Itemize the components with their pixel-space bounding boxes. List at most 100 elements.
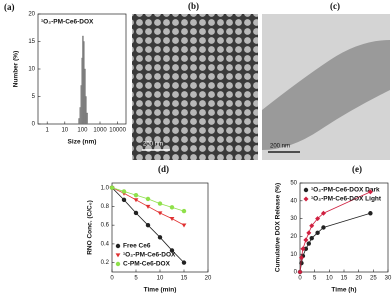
marker bbox=[315, 230, 320, 236]
tem-image bbox=[132, 14, 258, 160]
marker bbox=[181, 223, 187, 228]
marker bbox=[145, 204, 151, 209]
legend-label: C-PM-Ce6-DOX bbox=[123, 261, 171, 268]
x-axis-label: Size (nm) bbox=[68, 139, 97, 146]
panel-label: (e) bbox=[352, 164, 362, 174]
marker bbox=[306, 230, 312, 236]
marker bbox=[309, 235, 314, 241]
chart-line: (d) Time (min) RNO Conc. (C/C₀) 0 5 10 15 20 0.2… bbox=[87, 164, 212, 294]
panel-label: (b) bbox=[188, 1, 199, 11]
marker bbox=[321, 225, 326, 230]
chart-line: (e) Time (h) Cumulative DOX Release (%) 0 5 1… bbox=[275, 164, 392, 294]
legend-label: Free Ce6 bbox=[123, 243, 151, 250]
x-tick-label: 0 bbox=[110, 276, 114, 282]
y-tick-label: 10 bbox=[290, 252, 297, 258]
scale-bar-label: 200 nm bbox=[270, 144, 290, 150]
marker bbox=[367, 189, 373, 195]
legend-label: ¹O₂-PM-Ce6-DOX Dark bbox=[311, 187, 380, 194]
chart-histogram: (a) ¹O₂-PM-Ce6-DOX Size (nm) Number (%) 1 10 1… bbox=[4, 2, 127, 146]
y-tick-label: 50 bbox=[290, 181, 297, 187]
marker bbox=[121, 189, 127, 194]
marker bbox=[303, 196, 309, 202]
bar bbox=[85, 96, 87, 125]
x-axis-label: Time (min) bbox=[144, 287, 177, 294]
marker bbox=[368, 211, 373, 216]
marker bbox=[306, 241, 311, 246]
y-tick-label: 0.6 bbox=[101, 223, 110, 229]
x-tick-label: 100 bbox=[77, 128, 88, 134]
y-tick-label: 20 bbox=[28, 12, 35, 18]
marker bbox=[297, 269, 303, 275]
marker bbox=[133, 192, 139, 198]
marker bbox=[300, 246, 306, 252]
chart-title: ¹O₂-PM-Ce6-DOX bbox=[41, 19, 94, 26]
x-tick-label: 5 bbox=[313, 276, 317, 282]
x-tick-label: 15 bbox=[341, 276, 348, 282]
x-tick-label: 5 bbox=[134, 276, 138, 282]
y-tick-label: 0.4 bbox=[101, 241, 110, 247]
bar bbox=[82, 35, 84, 125]
marker bbox=[109, 185, 115, 190]
marker bbox=[303, 237, 309, 243]
bar bbox=[84, 68, 86, 125]
x-tick-label: 1 bbox=[46, 128, 50, 134]
x-tick-label: 30 bbox=[385, 276, 392, 282]
bar bbox=[79, 107, 81, 125]
marker bbox=[309, 223, 315, 229]
y-tick-label: 0 bbox=[294, 270, 298, 276]
image-c: 200 nm (c) bbox=[262, 1, 390, 160]
y-tick-label: 20 bbox=[290, 234, 297, 240]
x-tick-label: 10000 bbox=[109, 128, 126, 134]
marker bbox=[145, 196, 151, 202]
y-axis-label: RNO Conc. (C/C₀) bbox=[87, 200, 94, 255]
x-tick-label: 20 bbox=[355, 276, 362, 282]
x-tick-label: 0 bbox=[298, 276, 302, 282]
marker bbox=[145, 222, 151, 228]
marker bbox=[115, 243, 121, 249]
y-tick-label: 0.8 bbox=[101, 204, 110, 210]
y-tick-label: 40 bbox=[290, 198, 297, 204]
legend-label: ¹O₂-PM-Ce6-DOX bbox=[123, 252, 176, 259]
marker bbox=[320, 210, 326, 216]
x-tick-label: 15 bbox=[181, 276, 188, 282]
y-axis-label: Cumulative DOX Release (%) bbox=[275, 183, 282, 272]
bar bbox=[78, 118, 80, 125]
scale-bar-label: 200 nm bbox=[143, 142, 163, 148]
tem-feature bbox=[262, 40, 390, 150]
marker bbox=[303, 246, 309, 252]
y-tick-label: 1.0 bbox=[101, 185, 110, 191]
panel-label: (d) bbox=[158, 164, 169, 174]
marker bbox=[157, 235, 163, 240]
marker bbox=[298, 255, 304, 261]
y-tick-label: 30 bbox=[290, 216, 297, 222]
marker bbox=[157, 201, 163, 206]
marker bbox=[299, 260, 304, 266]
x-tick-label: 10 bbox=[326, 276, 333, 282]
y-tick-label: 15 bbox=[28, 39, 35, 45]
y-tick-label: 5 bbox=[32, 94, 36, 100]
x-tick-label: 1000 bbox=[93, 128, 107, 134]
panel-label: (c) bbox=[330, 1, 340, 11]
marker bbox=[115, 253, 121, 258]
marker bbox=[133, 210, 139, 216]
marker bbox=[169, 248, 175, 253]
marker bbox=[121, 197, 127, 203]
x-tick-label: 25 bbox=[370, 276, 377, 282]
marker bbox=[169, 217, 175, 221]
marker bbox=[315, 216, 321, 222]
y-tick-label: 10 bbox=[28, 67, 35, 73]
image-b: 200 nm (b) bbox=[132, 1, 258, 160]
x-tick-label: 10 bbox=[61, 128, 68, 134]
marker bbox=[169, 205, 175, 210]
marker bbox=[181, 208, 187, 214]
x-tick-label: 20 bbox=[205, 276, 212, 282]
y-tick-label: 0.2 bbox=[101, 260, 110, 266]
marker bbox=[115, 261, 121, 267]
series-line bbox=[299, 191, 371, 273]
marker bbox=[181, 260, 187, 265]
y-axis-label: Number (%) bbox=[13, 51, 20, 87]
legend-label: ¹O₂-PM-Ce6-DOX Light bbox=[311, 196, 382, 203]
panel-label: (a) bbox=[4, 2, 15, 12]
